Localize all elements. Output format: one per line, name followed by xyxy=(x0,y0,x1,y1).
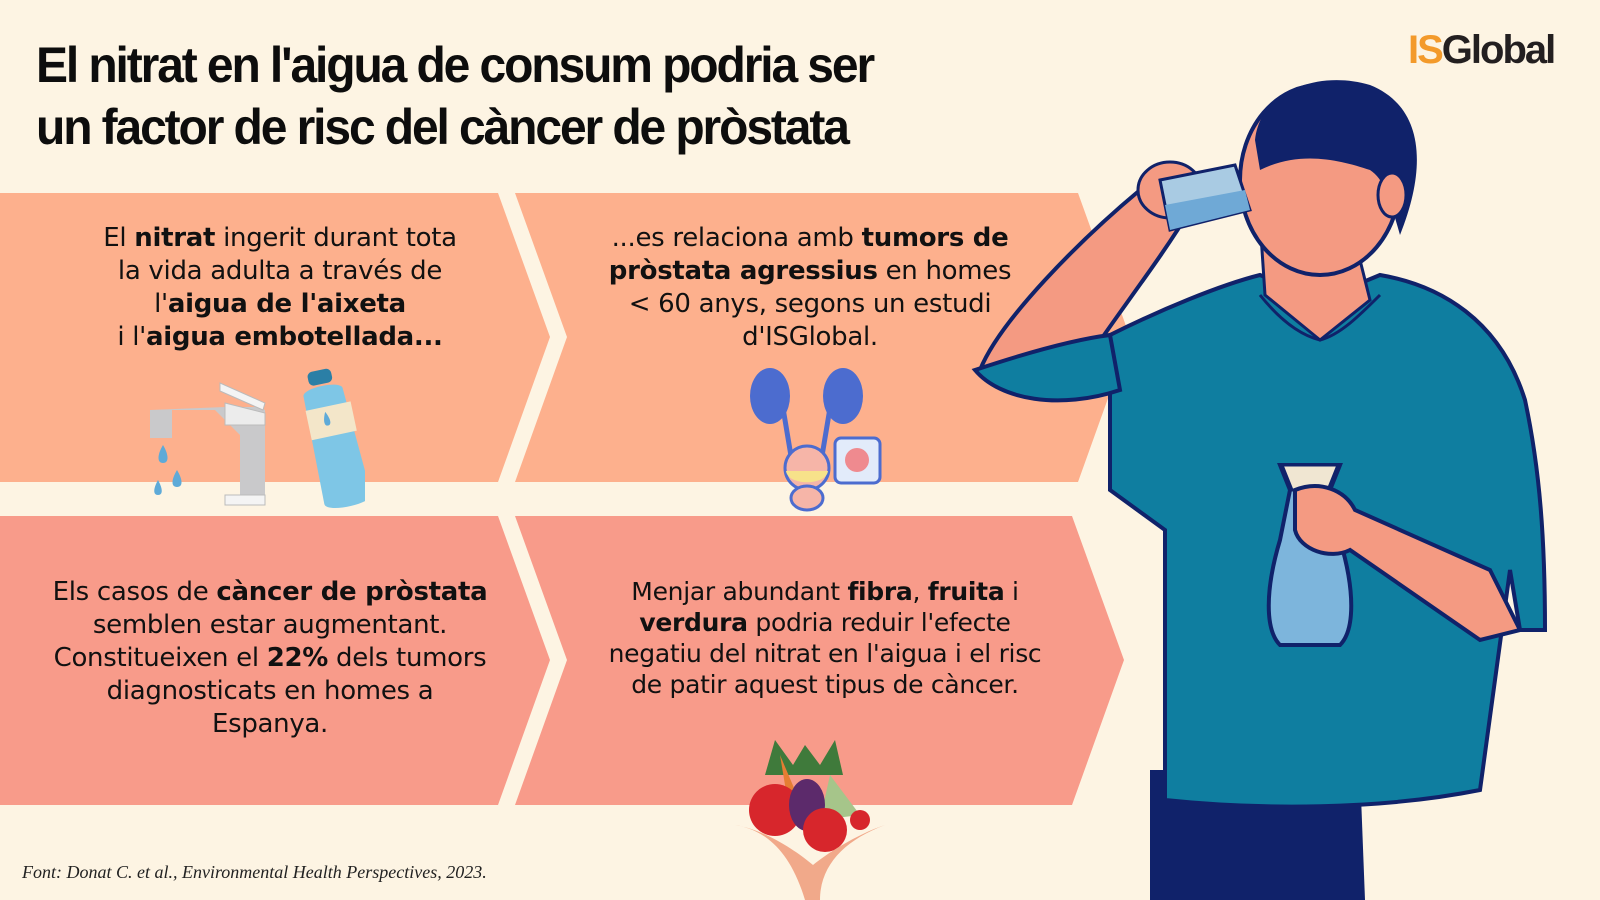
panel-2-text: ...es relaciona amb tumors de pròstata a… xyxy=(608,223,1012,352)
urinary-system-tumor-icon xyxy=(750,368,882,512)
man-drinking-water-icon xyxy=(971,80,1548,900)
stat-22-percent: 22% xyxy=(266,643,329,673)
tap-and-bottle-icon xyxy=(150,368,365,508)
panel-1-shape xyxy=(0,193,550,482)
page-title: El nitrat en l'aigua de consum podria se… xyxy=(36,34,900,158)
panel-1-text: El nitrat ingerit durant tota la vida ad… xyxy=(103,223,457,352)
panel-2-shape xyxy=(515,193,1130,482)
panel-4-shape xyxy=(515,516,1124,805)
title-line-1: El nitrat en l'aigua de consum podria se… xyxy=(36,37,875,93)
isglobal-logo: ISGlobal xyxy=(1408,28,1556,72)
panel-3-shape xyxy=(0,516,550,805)
hands-with-fruits-vegetables-icon xyxy=(735,740,885,900)
panel-4-text: Menjar abundant fibra, fruita i verdura … xyxy=(608,577,1042,699)
source-citation: Font: Donat C. et al., Environmental Hea… xyxy=(22,862,487,882)
panel-3-text: Els casos de càncer de pròstata semblen … xyxy=(52,577,488,739)
title-line-2: un factor de risc del càncer de pròstata xyxy=(36,99,850,155)
